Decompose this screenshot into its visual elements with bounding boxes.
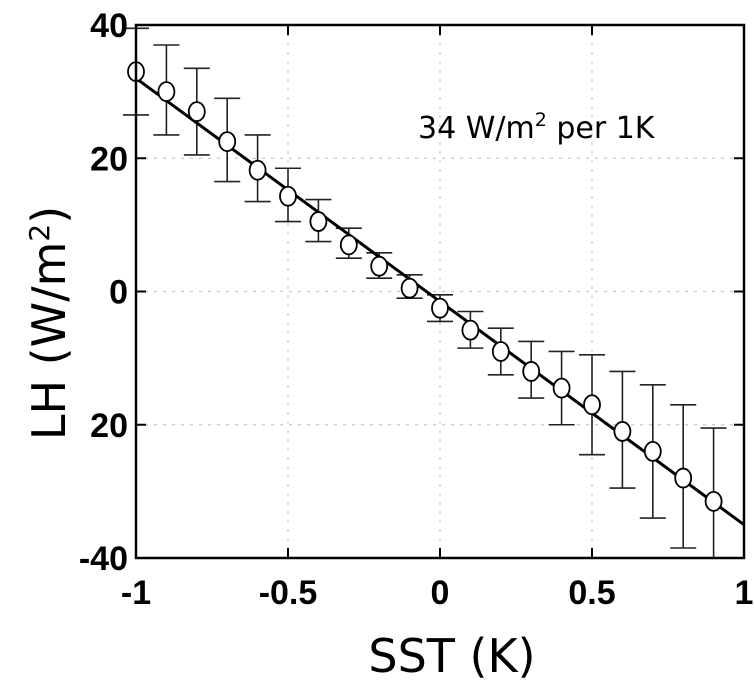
slope-annotation: 34 W/m2 per 1K xyxy=(418,109,656,146)
data-point xyxy=(643,440,662,462)
y-tick-label: 20 xyxy=(90,407,128,445)
x-tick-label: -1 xyxy=(121,574,151,612)
data-point xyxy=(491,341,510,362)
data-point xyxy=(461,319,480,341)
data-point xyxy=(400,277,419,299)
data-point xyxy=(431,297,449,319)
x-tick-label: -0.5 xyxy=(259,574,318,612)
data-point xyxy=(674,467,693,489)
data-point xyxy=(552,377,571,399)
x-axis-title: SST (K) xyxy=(368,629,535,683)
y-tick-label: 20 xyxy=(90,140,128,178)
y-tick-label: 40 xyxy=(90,7,128,45)
x-tick-label: 0 xyxy=(431,574,450,612)
y-tick-label: 0 xyxy=(109,274,128,312)
data-point xyxy=(309,211,328,232)
data-point xyxy=(370,255,389,277)
y-axis-title: LH (W/m2) xyxy=(22,206,76,440)
y-tick-label: -40 xyxy=(79,540,128,578)
data-point xyxy=(339,234,358,256)
data-point xyxy=(187,101,206,123)
grid-lines xyxy=(136,25,744,558)
data-point xyxy=(613,421,632,442)
data-points xyxy=(127,61,723,512)
y-axis-ticks: 40 20 0 20 -40 xyxy=(79,7,744,578)
error-bars xyxy=(123,27,727,558)
data-point xyxy=(522,361,541,382)
data-point xyxy=(157,81,176,103)
x-tick-label: 1 xyxy=(735,574,754,612)
data-point xyxy=(583,394,601,416)
data-point xyxy=(704,490,723,512)
data-point xyxy=(248,159,267,181)
data-point xyxy=(279,185,297,207)
x-axis-ticks: -1 -0.5 0 0.5 1 xyxy=(121,25,754,612)
x-tick-label: 0.5 xyxy=(568,574,615,612)
data-point xyxy=(218,131,237,152)
